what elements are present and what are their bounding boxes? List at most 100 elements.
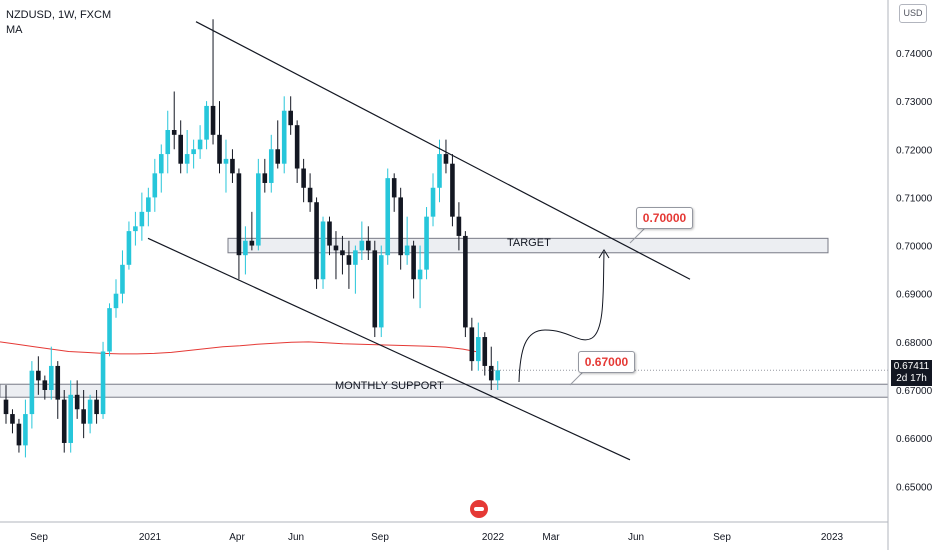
candle-body: [450, 163, 455, 217]
candle-body: [68, 394, 73, 443]
candle-body: [36, 370, 41, 381]
candle-body: [320, 221, 326, 280]
candle-body: [411, 245, 416, 280]
candle-body: [456, 216, 462, 236]
candle-body: [171, 130, 177, 135]
candle-body: [165, 130, 171, 155]
x-tick-label: Sep: [371, 532, 389, 543]
candle-body: [340, 250, 345, 256]
candle-body: [42, 380, 48, 390]
candle-body: [307, 187, 313, 203]
candle-body: [236, 173, 242, 256]
candle-body: [314, 202, 319, 280]
candle-layer: [3, 19, 501, 458]
candle-body: [262, 173, 268, 183]
candle-body: [61, 399, 67, 443]
candle-body: [139, 211, 145, 227]
candle-body: [281, 110, 287, 164]
candle-body: [158, 154, 164, 174]
candle-body: [23, 414, 28, 446]
candle-body: [301, 168, 306, 188]
candle-body: [391, 178, 397, 198]
candle-body: [327, 221, 332, 246]
zones-layer: [0, 237, 889, 398]
support-price-callout[interactable]: 0.67000: [578, 351, 635, 373]
candle-body: [495, 370, 501, 381]
y-tick-label: 0.73000: [896, 97, 932, 108]
candle-body: [476, 337, 481, 362]
chart-legend: NZDUSD, 1W, FXCM MA: [6, 8, 111, 38]
last-price-tag: 0.67411 2d 17h: [891, 360, 932, 386]
candle-body: [424, 216, 429, 270]
candle-body: [243, 240, 248, 256]
last-price: 0.67411: [893, 361, 930, 372]
y-tick-label: 0.69000: [896, 290, 932, 301]
candle-body: [74, 394, 80, 410]
x-tick-label: 2022: [482, 532, 505, 543]
support-zone-label: MONTHLY SUPPORT: [335, 380, 444, 392]
candle-body: [230, 158, 235, 174]
candle-body: [152, 173, 158, 198]
x-tick-label: 2023: [821, 532, 844, 543]
candle-body: [3, 399, 9, 415]
flag-icon[interactable]: [470, 500, 488, 518]
callout-pointer: [629, 226, 647, 244]
indicator-label: MA: [6, 24, 23, 36]
x-tick-label: Mar: [542, 532, 560, 543]
candle-body: [146, 197, 151, 212]
candle-body: [275, 149, 281, 164]
y-tick-label: 0.65000: [896, 482, 932, 493]
x-tick-label: Sep: [713, 532, 731, 543]
candle-body: [437, 154, 442, 188]
candle-body: [366, 240, 371, 251]
candle-body: [463, 235, 468, 328]
candle-body: [94, 399, 99, 415]
candle-body: [133, 226, 138, 232]
channel-line: [195, 21, 691, 280]
candle-body: [16, 423, 22, 446]
candle-body: [87, 399, 93, 424]
trendlines-layer: [147, 21, 888, 461]
candle-body: [378, 255, 384, 328]
candle-body: [217, 134, 222, 164]
candle-body: [126, 231, 132, 265]
candle-body: [346, 255, 352, 265]
x-tick-label: Apr: [229, 532, 245, 543]
candle-body: [100, 351, 106, 415]
candle-body: [443, 154, 449, 164]
candle-body: [120, 264, 125, 294]
candle-body: [191, 149, 196, 155]
y-tick-label: 0.74000: [896, 49, 932, 60]
y-tick-label: 0.70000: [896, 242, 932, 253]
ma-layer: [0, 341, 481, 355]
candle-body: [268, 149, 274, 183]
currency-badge[interactable]: USD: [899, 4, 927, 23]
candle-body: [249, 240, 255, 246]
y-tick-label: 0.68000: [896, 338, 932, 349]
target-price-callout[interactable]: 0.70000: [636, 207, 693, 229]
candle-body: [81, 409, 86, 424]
callout-pointer: [569, 370, 585, 386]
bar-countdown: 2d 17h: [896, 373, 927, 384]
candle-body: [353, 250, 358, 265]
y-tick-label: 0.66000: [896, 434, 932, 445]
candle-body: [385, 178, 391, 256]
candle-body: [210, 105, 216, 135]
candle-body: [488, 365, 494, 381]
symbol-label: NZDUSD, 1W, FXCM: [6, 9, 112, 21]
candle-body: [204, 105, 209, 140]
candle-body: [398, 197, 403, 256]
candle-body: [178, 134, 183, 164]
candle-body: [48, 365, 54, 390]
y-tick-label: 0.67000: [896, 386, 932, 397]
y-tick-label: 0.72000: [896, 145, 932, 156]
candle-body: [29, 370, 35, 415]
candle-body: [372, 250, 378, 328]
candle-body: [288, 110, 293, 126]
x-tick-label: 2021: [139, 532, 162, 543]
candle-body: [113, 293, 119, 309]
channel-line: [147, 237, 631, 461]
candle-body: [417, 269, 423, 280]
